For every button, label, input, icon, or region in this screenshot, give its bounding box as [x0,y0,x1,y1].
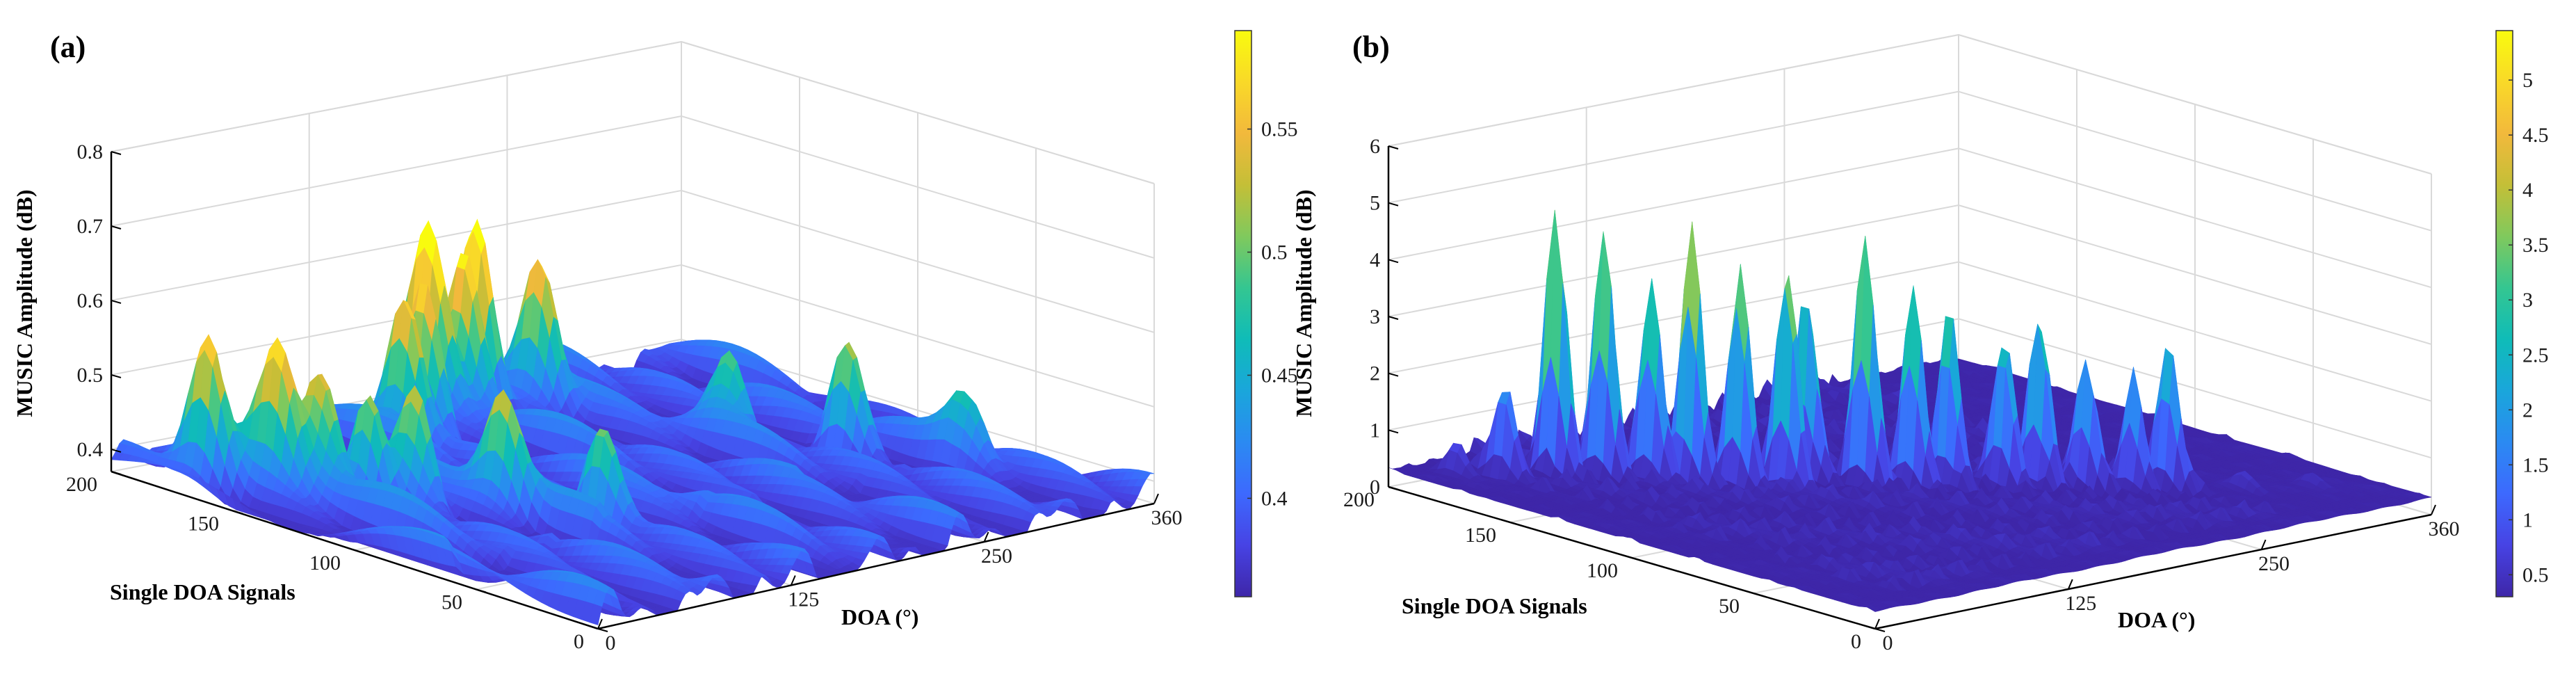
z-tick-label-6: 6 [1370,135,1380,158]
z-tick-label-5: 5 [1370,192,1380,215]
y-tick-label-0: 0 [1851,630,1861,653]
z-tick-label-3: 0.7 [77,215,104,238]
colorbar-tick-label-4: 2.5 [2522,344,2549,367]
y-tick-mark-1 [476,588,487,593]
surface-mesh-a [111,218,1155,626]
z-tick-mark-3 [111,225,122,230]
z-tick-label-4: 0.8 [77,140,104,163]
z-tick-label-1: 0.5 [77,364,104,387]
y-tick-label-2: 100 [1587,559,1618,582]
y-axis-label: Single DOA Signals [110,579,295,604]
y-axis-label: Single DOA Signals [1402,593,1587,618]
colorbar-tick-label-6: 3.5 [2522,234,2549,257]
x-tick-label-0: 0 [606,632,616,654]
y-tick-mark-3 [232,510,243,515]
colorbar-tick-label-2: 1.5 [2522,453,2549,476]
colorbar-a [1234,30,1252,597]
colorbar-tick-label-3: 2 [2522,399,2533,421]
y-tick-mark-0 [1874,628,1886,632]
surface-mesh-b [1388,209,2432,612]
z-tick-mark-0 [1388,486,1399,490]
panel-label-b: (b) [1352,30,1390,64]
y-tick-label-0: 0 [574,630,584,653]
panel-label-a: (a) [50,30,86,64]
y-tick-label-2: 100 [309,552,341,574]
grid-line-back-z-3 [111,115,682,227]
x-tick-label-3: 360 [1151,506,1183,529]
x-tick-label-3: 360 [2429,517,2460,540]
grid-line-back-z-3 [1388,204,1959,317]
surface-panel-a: 0 125 250 360 0 50 100 150 200 0.4 0.5 0.6 0.7 0.8 DOA… [12,30,1298,654]
x-tick-mark-2 [2260,539,2267,550]
colorbar-tick-label-1: 0.45 [1261,364,1298,387]
colorbar-tick-label-7: 4 [2522,179,2533,202]
grid-line-back-z-4 [1388,147,1959,261]
x-axis-line [597,502,1155,630]
z-tick-label-0: 0 [1370,476,1380,499]
y-tick-mark-4 [111,471,122,475]
x-tick-mark-0 [597,618,603,629]
y-tick-mark-3 [1509,522,1521,526]
x-tick-label-1: 125 [2065,592,2096,615]
y-tick-mark-0 [597,628,608,632]
x-tick-mark-3 [2431,504,2436,515]
y-tick-label-3: 150 [1465,524,1496,547]
y-tick-mark-2 [1631,557,1642,561]
x-axis-label: DOA (°) [841,604,918,629]
z-tick-mark-1 [111,373,122,378]
x-tick-label-0: 0 [1883,632,1893,654]
z-tick-label-2: 2 [1370,362,1380,385]
colorbar-tick-label-1: 1 [2522,508,2533,531]
z-tick-mark-4 [111,151,122,155]
x-tick-label-1: 125 [788,588,819,611]
colorbar-tick-label-5: 3 [2522,289,2533,312]
grid-line-back-z-5 [1388,90,1959,204]
colorbar-tick-label-2: 0.5 [1261,241,1288,264]
y-tick-label-4: 200 [66,473,97,496]
z-tick-label-3: 3 [1370,305,1380,328]
x-tick-mark-0 [1874,618,1880,629]
z-tick-mark-2 [1388,372,1399,377]
grid-line-back-z-2 [111,189,682,301]
y-tick-mark-2 [354,549,365,554]
z-tick-label-4: 4 [1370,248,1380,271]
colorbar-tick-label-0: 0.4 [1261,487,1288,510]
z-tick-mark-2 [111,299,122,304]
x-axis-label: DOA (°) [2118,607,2195,632]
y-tick-label-3: 150 [188,513,219,536]
colorbar-tick-label-0: 0.5 [2522,563,2549,586]
z-tick-mark-0 [111,448,122,453]
z-axis-label: MUSIC Amplitude (dB) [1291,189,1316,417]
x-tick-label-2: 250 [2258,552,2290,575]
y-tick-label-1: 50 [1719,595,1740,618]
colorbar-b [2495,30,2513,597]
colorbar-tick-label-8: 4.5 [2522,124,2549,147]
x-axis-line [1874,513,2432,630]
z-tick-mark-6 [1388,145,1399,150]
colorbar-tick-label-3: 0.55 [1261,118,1298,141]
z-tick-label-2: 0.6 [77,289,104,312]
y-tick-label-4: 200 [1343,488,1375,511]
colorbar-tick-label-9: 5 [2522,69,2533,92]
z-tick-mark-1 [1388,429,1399,434]
z-tick-mark-3 [1388,316,1399,320]
x-tick-mark-3 [1153,493,1159,504]
x-tick-label-2: 250 [981,545,1012,568]
z-axis-label: MUSIC Amplitude (dB) [12,189,37,417]
y-tick-mark-1 [1753,593,1764,597]
x-tick-mark-1 [790,575,796,586]
x-tick-mark-1 [2067,579,2073,590]
z-tick-mark-5 [1388,202,1399,207]
box-top-edge [1388,33,2432,175]
box-top-edge [111,40,1155,184]
x-tick-mark-2 [983,531,989,543]
z-tick-label-0: 0.4 [77,438,104,461]
z-tick-label-1: 1 [1370,419,1380,442]
z-tick-mark-4 [1388,259,1399,264]
y-tick-label-1: 50 [442,591,462,614]
